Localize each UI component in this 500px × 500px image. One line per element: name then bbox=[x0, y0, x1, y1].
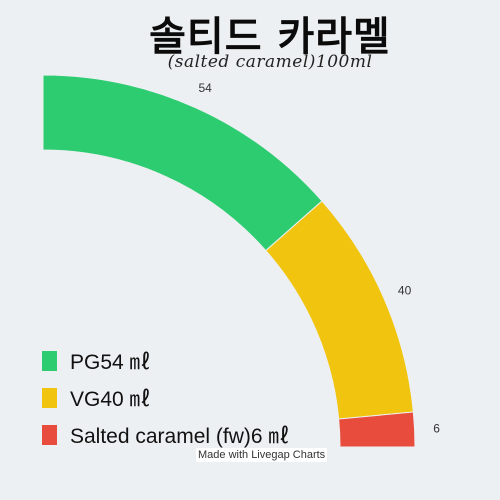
data-label-flavor: 6 bbox=[433, 421, 440, 435]
chart-title: 솔티드 카라멜 bbox=[149, 14, 391, 60]
legend-label-flavor: Salted caramel (fw)6 ㎖ bbox=[70, 424, 290, 448]
legend-item-pg[interactable]: PG54 ㎖ bbox=[42, 342, 289, 379]
legend: PG54 ㎖ VG40 ㎖ Salted caramel (fw)6 ㎖ bbox=[42, 342, 289, 453]
legend-item-vg[interactable]: VG40 ㎖ bbox=[42, 379, 289, 416]
footer-credit: Made with Livegap Charts bbox=[196, 448, 328, 462]
legend-swatch-flavor bbox=[42, 424, 57, 445]
slice-pg[interactable] bbox=[42, 74, 323, 252]
legend-label-pg: PG54 ㎖ bbox=[70, 350, 151, 374]
data-label-pg: 54 bbox=[198, 81, 212, 95]
data-label-vg: 40 bbox=[398, 284, 412, 298]
slice-flavor[interactable] bbox=[338, 411, 416, 448]
legend-swatch-pg bbox=[42, 350, 57, 371]
legend-label-vg: VG40 ㎖ bbox=[70, 387, 151, 411]
legend-swatch-vg bbox=[42, 387, 57, 408]
chart-subtitle: (salted caramel)100ml bbox=[167, 52, 373, 72]
legend-item-flavor[interactable]: Salted caramel (fw)6 ㎖ bbox=[42, 416, 289, 453]
